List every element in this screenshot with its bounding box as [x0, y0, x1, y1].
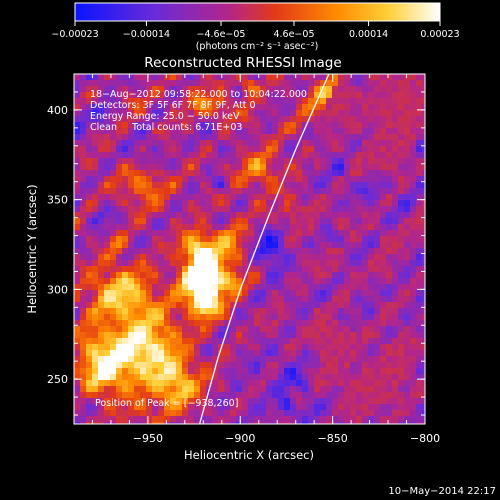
annotation-detectors: Detectors: 3F 5F 6F 7F 8F 9F, Att 0: [90, 100, 256, 111]
render-timestamp: 10−May−2014 22:17: [388, 486, 496, 497]
colorbar-ticks: [74, 21, 441, 26]
chart-title: Reconstructed RHESSI Image: [144, 55, 341, 71]
x-tick-label: −800: [410, 432, 440, 445]
annotation-clean-counts: Clean Total counts: 6.71E+03: [90, 122, 242, 133]
y-axis-label: Heliocentric Y (arcsec): [25, 184, 39, 313]
colorbar-tick-label: 0.00023: [420, 29, 459, 40]
solar-limb-curve: [198, 74, 330, 424]
colorbar-tick-label: −0.00014: [123, 29, 170, 40]
heatmap-image: [74, 74, 425, 424]
colorbar-tick-label: 0.00014: [349, 29, 388, 40]
y-tick-label: 350: [47, 194, 68, 207]
colorbar: [74, 2, 441, 22]
plot-frame: [73, 73, 426, 425]
axis-ticks: [73, 73, 426, 424]
y-tick-labels: 250 300 350 400: [47, 104, 68, 386]
peak-position-label: Position of Peak = [−938,260]: [95, 398, 238, 409]
colorbar-tick-label: 4.6e−05: [273, 29, 314, 40]
observation-annotations: 18−Aug−2012 09:58:22.000 to 10:04:22.000…: [90, 89, 307, 133]
annotation-energy-range: Energy Range: 25.0 − 50.0 keV: [90, 111, 240, 122]
colorbar-tick-labels: −0.00023 −0.00014 −4.6e−05 4.6e−05 0.00014 0.…: [51, 29, 459, 40]
colorbar-units: (photons cm⁻² s⁻¹ asec⁻²): [196, 41, 319, 52]
y-tick-label: 400: [47, 104, 68, 117]
colorbar-tick-label: −0.00023: [51, 29, 98, 40]
y-tick-label: 250: [47, 373, 68, 386]
x-axis-label: Heliocentric X (arcsec): [184, 448, 314, 462]
x-tick-label: −950: [133, 432, 163, 445]
y-tick-label: 300: [47, 283, 68, 296]
x-tick-label: −850: [318, 432, 348, 445]
x-tick-label: −900: [225, 432, 255, 445]
x-tick-labels: −950 −900 −850 −800: [133, 432, 440, 445]
annotation-time-range: 18−Aug−2012 09:58:22.000 to 10:04:22.000: [90, 89, 307, 100]
colorbar-tick-label: −4.6e−05: [197, 29, 246, 40]
